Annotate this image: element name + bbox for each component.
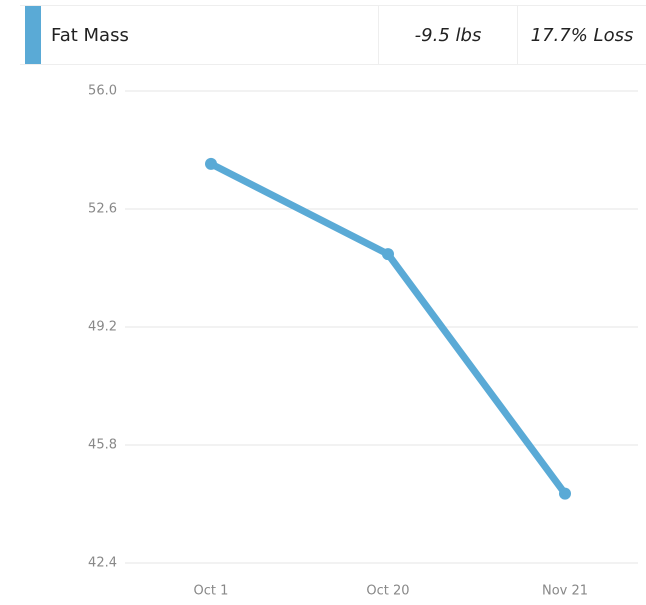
y-tick-label: 45.8 [88,438,117,453]
metric-header: Fat Mass -9.5 lbs 17.7% Loss [20,5,646,65]
y-tick-label: 52.6 [88,202,117,217]
metric-percent: 17.7% Loss [517,6,646,64]
data-line [209,160,568,496]
metric-change: -9.5 lbs [378,6,517,64]
data-point [559,487,571,500]
x-tick-label: Oct 20 [366,584,409,599]
x-tick-label: Nov 21 [542,584,588,599]
data-point [205,157,217,170]
color-swatch [25,6,41,64]
y-tick-label: 56.0 [88,84,117,99]
y-tick-label: 49.2 [88,320,117,335]
x-tick-label: Oct 1 [194,584,229,599]
data-point [382,248,394,261]
metric-label: Fat Mass [51,24,129,46]
y-tick-label: 42.4 [88,556,117,571]
